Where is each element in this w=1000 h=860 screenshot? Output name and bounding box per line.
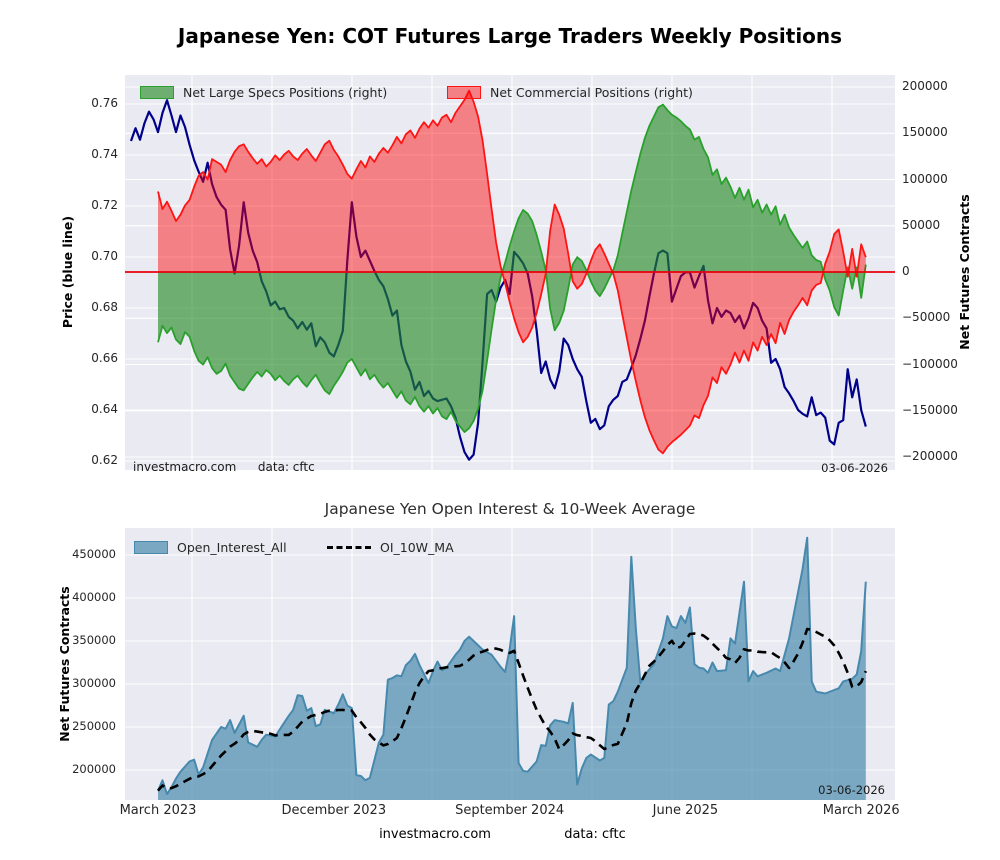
legend-net-large-specs-label: Net Large Specs Positions (right) bbox=[183, 85, 388, 100]
x-axis-tick: September 2024 bbox=[455, 803, 565, 818]
bottom-chart-canvas bbox=[125, 528, 895, 800]
open-interest-edge bbox=[157, 536, 867, 796]
x-axis-tick: June 2025 bbox=[652, 803, 719, 818]
bottom-chart-plot-area bbox=[125, 528, 895, 800]
top-left-axis-tick: 0.68 bbox=[91, 300, 118, 314]
legend-open-interest: Open_Interest_All bbox=[134, 540, 287, 555]
top-annotation-site: investmacro.com bbox=[133, 460, 237, 474]
footer-site: investmacro.com bbox=[379, 827, 491, 842]
x-axis-tick: March 2023 bbox=[119, 803, 197, 818]
legend-open-interest-label: Open_Interest_All bbox=[177, 540, 287, 555]
x-axis-tick: December 2023 bbox=[281, 803, 387, 818]
top-chart-plot-area bbox=[125, 75, 895, 470]
top-left-axis-tick: 0.64 bbox=[91, 402, 118, 416]
net-commercial-edge bbox=[157, 89, 867, 455]
top-chart-canvas bbox=[125, 75, 895, 470]
top-left-axis-label: Price (blue line) bbox=[60, 215, 75, 329]
top-annotation: investmacro.com data: cftc bbox=[133, 460, 315, 474]
bottom-left-axis-tick: 250000 bbox=[72, 719, 116, 733]
bottom-left-axis-tick: 350000 bbox=[72, 633, 116, 647]
x-axis-tick: March 2026 bbox=[822, 803, 900, 818]
green-area-swatch-icon bbox=[140, 86, 174, 99]
bottom-left-axis-label: Net Futures Contracts bbox=[57, 586, 72, 742]
top-left-axis-tick: 0.66 bbox=[91, 351, 118, 365]
top-right-axis-tick: 100000 bbox=[902, 171, 948, 186]
bottom-left-axis-tick: 400000 bbox=[72, 590, 116, 604]
dashed-line-swatch-icon bbox=[327, 546, 371, 549]
net-large-specs-area bbox=[158, 104, 866, 432]
top-right-axis-label: Net Futures Contracts bbox=[957, 194, 972, 350]
top-right-axis-tick: −200000 bbox=[902, 449, 958, 463]
legend-oi-ma-label: OI_10W_MA bbox=[380, 540, 454, 555]
footer-source: data: cftc bbox=[564, 827, 626, 842]
blue-area-swatch-icon bbox=[134, 541, 168, 554]
legend-net-commercial-label: Net Commercial Positions (right) bbox=[490, 85, 693, 100]
bottom-date-stamp: 03-06-2026 bbox=[818, 783, 885, 797]
figure-title: Japanese Yen: COT Futures Large Traders … bbox=[177, 24, 843, 48]
top-left-axis-tick: 0.62 bbox=[91, 453, 118, 467]
top-left-axis-tick: 0.72 bbox=[91, 198, 118, 212]
top-annotation-source: data: cftc bbox=[257, 460, 315, 474]
bottom-left-axis-tick: 200000 bbox=[72, 762, 116, 776]
top-right-axis-tick: −100000 bbox=[902, 356, 958, 371]
top-right-axis-tick: −50000 bbox=[902, 310, 951, 325]
top-left-axis-tick: 0.76 bbox=[91, 96, 118, 110]
net-commercial-area bbox=[158, 90, 866, 454]
top-right-axis-tick: 200000 bbox=[902, 79, 948, 93]
top-left-axis-tick: 0.74 bbox=[91, 147, 118, 161]
legend-net-large-specs: Net Large Specs Positions (right) bbox=[140, 85, 387, 100]
red-area-swatch-icon bbox=[447, 86, 481, 99]
bottom-left-axis-tick: 450000 bbox=[72, 547, 116, 561]
bottom-chart-title: Japanese Yen Open Interest & 10-Week Ave… bbox=[324, 500, 696, 518]
top-right-axis-tick: 50000 bbox=[902, 217, 941, 232]
net-large-specs-edge bbox=[157, 103, 867, 433]
top-right-axis-tick: −150000 bbox=[902, 402, 958, 417]
top-date-stamp: 03-06-2026 bbox=[821, 461, 888, 475]
top-right-axis-tick: 0 bbox=[902, 264, 910, 278]
open-interest-area bbox=[158, 537, 866, 800]
legend-oi-ma: OI_10W_MA bbox=[327, 540, 454, 555]
oi-10w-ma-line bbox=[157, 627, 868, 792]
price-line bbox=[129, 99, 867, 461]
bottom-left-axis-tick: 300000 bbox=[72, 676, 116, 690]
top-right-axis-tick: 150000 bbox=[902, 125, 948, 140]
legend-net-commercial: Net Commercial Positions (right) bbox=[447, 85, 693, 100]
top-left-axis-tick: 0.70 bbox=[91, 249, 118, 263]
